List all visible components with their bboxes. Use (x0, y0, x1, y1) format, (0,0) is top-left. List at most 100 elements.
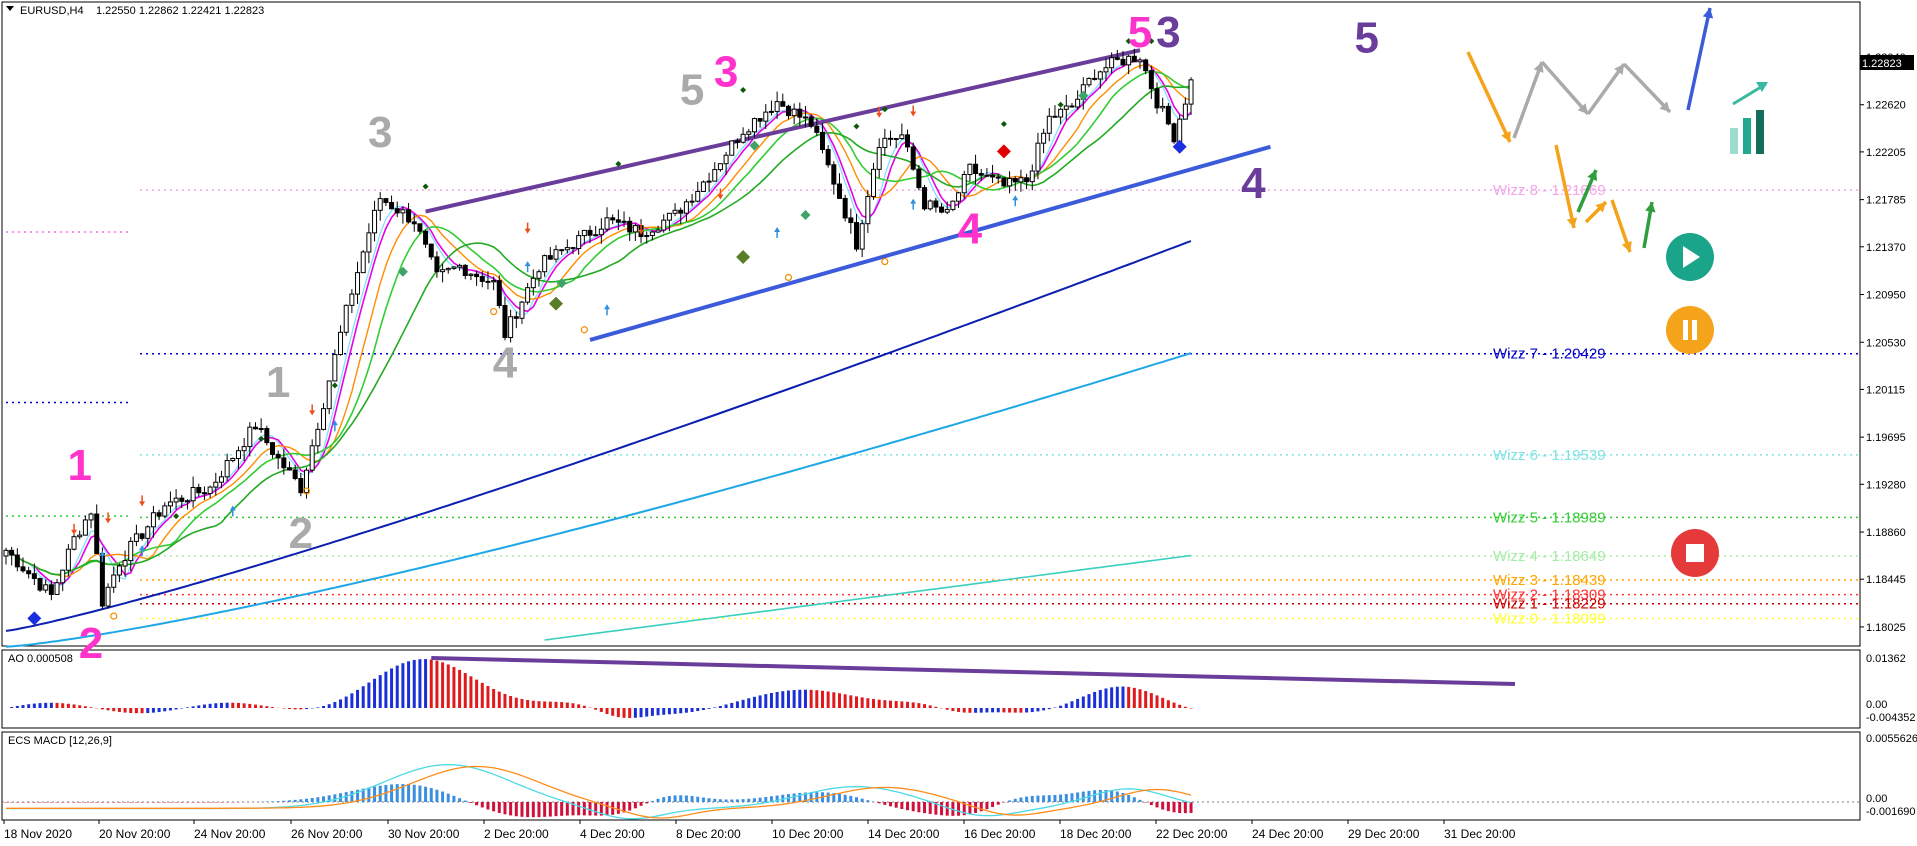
candle-body (933, 200, 939, 208)
candle-body (627, 220, 633, 233)
candle-body (1024, 177, 1030, 183)
fractal-up (881, 106, 888, 113)
candle-body (978, 173, 984, 176)
candle-body (377, 198, 383, 211)
ao-bar (231, 702, 235, 708)
candle-body (1041, 132, 1047, 144)
macd-hist-bar (327, 795, 331, 802)
ao-bar (662, 708, 666, 715)
macd-hist-bar (934, 802, 938, 815)
wave-label: 5 (1355, 13, 1379, 62)
macd-hist-bar (322, 796, 326, 802)
x-tick-label: 20 Nov 20:00 (99, 827, 171, 841)
macd-hist-bar (718, 799, 722, 802)
wave-label: 1 (67, 441, 91, 490)
arrow-down-marker (309, 410, 316, 416)
candle-body (14, 554, 20, 568)
macd-hist-bar (764, 796, 768, 802)
ao-bar (452, 667, 456, 708)
candle-body (570, 247, 576, 250)
macd-hist-bar (957, 802, 961, 816)
macd-hist-bar (883, 802, 887, 805)
ma-magenta (5, 59, 1192, 585)
macd-signal-line (6, 765, 1192, 819)
candle-body (1131, 55, 1137, 63)
wave-label: 4 (1241, 159, 1266, 208)
ao-bar (560, 702, 564, 708)
candle-body (105, 586, 111, 607)
macd-hist-bar (1161, 802, 1165, 810)
ao-bar (843, 694, 847, 708)
ao-bar (407, 661, 411, 708)
macd-hist-bar (503, 802, 507, 815)
projection-arrow-blue (1686, 7, 1712, 111)
candle-body (54, 582, 60, 595)
projection-arrow-gray (1540, 60, 1590, 116)
macd-hist-bar (656, 798, 660, 802)
macd-hist-bar (554, 802, 558, 817)
ao-bar (435, 660, 439, 708)
fractal-up (1057, 101, 1064, 108)
ao-bar (599, 708, 603, 712)
candle-body (842, 197, 848, 219)
candle-body (757, 118, 763, 122)
ao-bar (724, 704, 728, 708)
ao-bar (872, 699, 876, 708)
macd-hist-bar (616, 802, 620, 814)
macd-hist-bar (900, 802, 904, 809)
chart-menu-icon[interactable] (6, 6, 14, 11)
stop-icon[interactable] (1671, 529, 1719, 577)
ao-bar (441, 662, 445, 708)
upper-trendline (425, 48, 1141, 214)
fractal-olive (736, 250, 751, 265)
ao-bar (78, 705, 82, 708)
ao-bar (911, 702, 915, 708)
x-tick-label: 14 Dec 20:00 (868, 827, 940, 841)
ao-bar (225, 702, 229, 708)
candle-body (1052, 115, 1058, 118)
y-tick-label: 1.19695 (1866, 432, 1906, 444)
candle-body (190, 486, 196, 502)
macd-hist-bar (1183, 802, 1187, 814)
candle-body (678, 209, 684, 214)
candle-body (26, 570, 32, 575)
arrow-up-marker (910, 198, 917, 204)
pause-icon[interactable] (1666, 306, 1714, 354)
candle-body (899, 134, 905, 140)
macd-hist-bar (350, 790, 354, 802)
macd-hist-bar (747, 798, 751, 802)
wave-label: 5 (680, 66, 704, 115)
macd-hist-bar (724, 799, 728, 802)
x-tick-label: 30 Nov 20:00 (388, 827, 460, 841)
candle-body (865, 196, 871, 225)
candle-body (547, 255, 553, 260)
candle-body (1154, 88, 1160, 109)
wave-label: 4 (958, 204, 983, 253)
projection-arrow-gray (1659, 101, 1670, 112)
play-icon[interactable] (1666, 233, 1714, 281)
candle-body (723, 154, 729, 165)
arrow-down-marker (105, 518, 112, 524)
candle-body (530, 277, 536, 289)
y-tick-label: 1.22205 (1866, 147, 1906, 159)
ao-bar (373, 678, 377, 708)
ao-bar (361, 686, 365, 708)
ao-bar (565, 702, 569, 708)
macd-hist-bar (889, 802, 893, 807)
wizz-label: Wizz 4 - 1.18649 (1493, 548, 1606, 565)
ao-bar (758, 695, 762, 708)
candle-body (808, 116, 814, 127)
macd-hist-bar (548, 802, 552, 817)
candle-body (700, 181, 706, 192)
macd-hist-bar (367, 787, 371, 802)
ao-bar (707, 708, 711, 709)
ao-bar (236, 702, 240, 708)
ao-bar (10, 706, 14, 708)
candle-body (819, 131, 825, 151)
circle-marker (784, 273, 793, 282)
candle-body (1109, 57, 1115, 69)
ao-bar (1059, 705, 1063, 708)
candle-body (746, 131, 752, 135)
candle-body (496, 280, 502, 306)
ao-bar (622, 708, 626, 718)
